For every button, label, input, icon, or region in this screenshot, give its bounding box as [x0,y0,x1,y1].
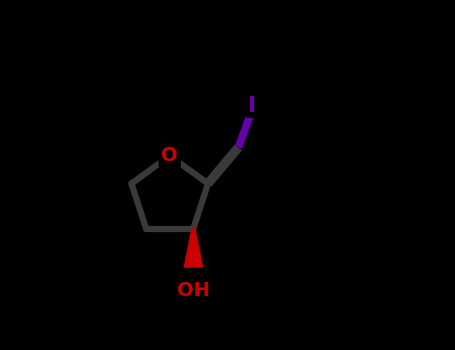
Text: O: O [162,146,178,165]
Polygon shape [184,229,202,267]
Text: I: I [248,96,256,116]
Text: OH: OH [177,281,210,300]
